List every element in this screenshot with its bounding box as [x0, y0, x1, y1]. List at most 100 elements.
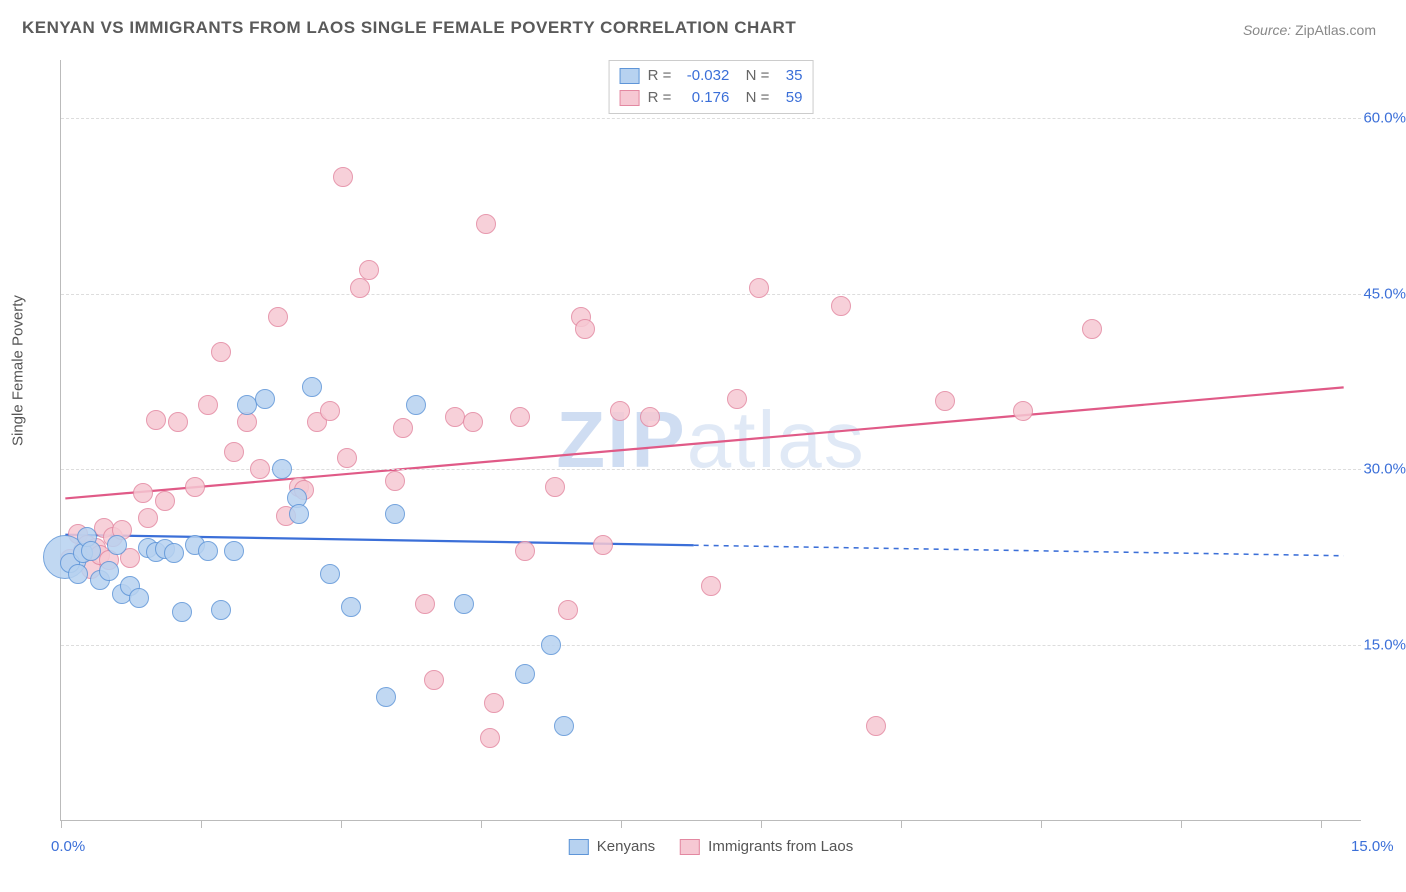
x-tick	[1181, 820, 1182, 828]
data-point	[146, 410, 166, 430]
data-point	[463, 412, 483, 432]
data-point	[376, 687, 396, 707]
data-point	[749, 278, 769, 298]
data-point	[224, 442, 244, 462]
legend-label: Immigrants from Laos	[708, 838, 853, 855]
x-tick	[61, 820, 62, 828]
data-point	[476, 214, 496, 234]
swatch-icon	[620, 68, 640, 84]
data-point	[168, 412, 188, 432]
data-point	[385, 471, 405, 491]
data-point	[359, 260, 379, 280]
data-point	[454, 594, 474, 614]
x-tick	[761, 820, 762, 828]
watermark-light: atlas	[687, 395, 866, 484]
plot-area: ZIPatlas R = -0.032 N = 35 R = 0.176 N =…	[60, 60, 1361, 821]
data-point	[480, 728, 500, 748]
y-tick-label: 15.0%	[1363, 636, 1406, 653]
source-credit: Source: ZipAtlas.com	[1243, 22, 1376, 38]
data-point	[1082, 319, 1102, 339]
r-value: -0.032	[679, 65, 729, 87]
n-value: 59	[777, 87, 802, 109]
data-point	[484, 693, 504, 713]
data-point	[350, 278, 370, 298]
data-point	[515, 664, 535, 684]
x-tick	[1321, 820, 1322, 828]
legend-row-kenyans: R = -0.032 N = 35	[620, 65, 803, 87]
data-point	[68, 564, 88, 584]
data-point	[406, 395, 426, 415]
data-point	[211, 342, 231, 362]
series-legend: Kenyans Immigrants from Laos	[569, 838, 853, 855]
data-point	[541, 635, 561, 655]
swatch-icon	[620, 90, 640, 106]
data-point	[593, 535, 613, 555]
data-point	[237, 412, 257, 432]
chart-title: KENYAN VS IMMIGRANTS FROM LAOS SINGLE FE…	[22, 18, 796, 38]
data-point	[211, 600, 231, 620]
r-value: 0.176	[679, 87, 729, 109]
data-point	[272, 459, 292, 479]
n-label: N =	[737, 87, 769, 109]
gridline	[61, 294, 1361, 295]
data-point	[333, 167, 353, 187]
data-point	[558, 600, 578, 620]
data-point	[701, 576, 721, 596]
data-point	[133, 483, 153, 503]
data-point	[727, 389, 747, 409]
data-point	[610, 401, 630, 421]
data-point	[510, 407, 530, 427]
data-point	[99, 561, 119, 581]
data-point	[268, 307, 288, 327]
data-point	[107, 535, 127, 555]
watermark: ZIPatlas	[556, 394, 865, 486]
data-point	[302, 377, 322, 397]
y-axis-title: Single Female Poverty	[10, 295, 27, 446]
x-tick-label: 15.0%	[1351, 838, 1394, 855]
data-point	[198, 541, 218, 561]
data-point	[1013, 401, 1033, 421]
data-point	[172, 602, 192, 622]
y-tick-label: 60.0%	[1363, 110, 1406, 127]
data-point	[320, 564, 340, 584]
source-value: ZipAtlas.com	[1295, 22, 1376, 38]
x-tick	[621, 820, 622, 828]
regression-lines	[61, 60, 1361, 820]
x-tick	[1041, 820, 1042, 828]
x-tick	[901, 820, 902, 828]
x-tick	[201, 820, 202, 828]
data-point	[415, 594, 435, 614]
data-point	[255, 389, 275, 409]
data-point	[935, 391, 955, 411]
n-value: 35	[777, 65, 802, 87]
gridline	[61, 118, 1361, 119]
r-label: R =	[648, 65, 672, 87]
data-point	[185, 477, 205, 497]
correlation-legend: R = -0.032 N = 35 R = 0.176 N = 59	[609, 60, 814, 114]
data-point	[341, 597, 361, 617]
data-point	[393, 418, 413, 438]
data-point	[81, 541, 101, 561]
data-point	[866, 716, 886, 736]
data-point	[545, 477, 565, 497]
source-label: Source:	[1243, 22, 1291, 38]
legend-item-laos: Immigrants from Laos	[680, 838, 853, 855]
x-tick-label: 0.0%	[51, 838, 85, 855]
data-point	[640, 407, 660, 427]
data-point	[224, 541, 244, 561]
legend-item-kenyans: Kenyans	[569, 838, 655, 855]
x-tick	[481, 820, 482, 828]
data-point	[164, 543, 184, 563]
data-point	[129, 588, 149, 608]
n-label: N =	[737, 65, 769, 87]
y-tick-label: 45.0%	[1363, 285, 1406, 302]
data-point	[554, 716, 574, 736]
data-point	[155, 491, 175, 511]
gridline	[61, 645, 1361, 646]
swatch-icon	[680, 839, 700, 855]
legend-label: Kenyans	[597, 838, 655, 855]
x-tick	[341, 820, 342, 828]
data-point	[337, 448, 357, 468]
data-point	[831, 296, 851, 316]
data-point	[320, 401, 340, 421]
